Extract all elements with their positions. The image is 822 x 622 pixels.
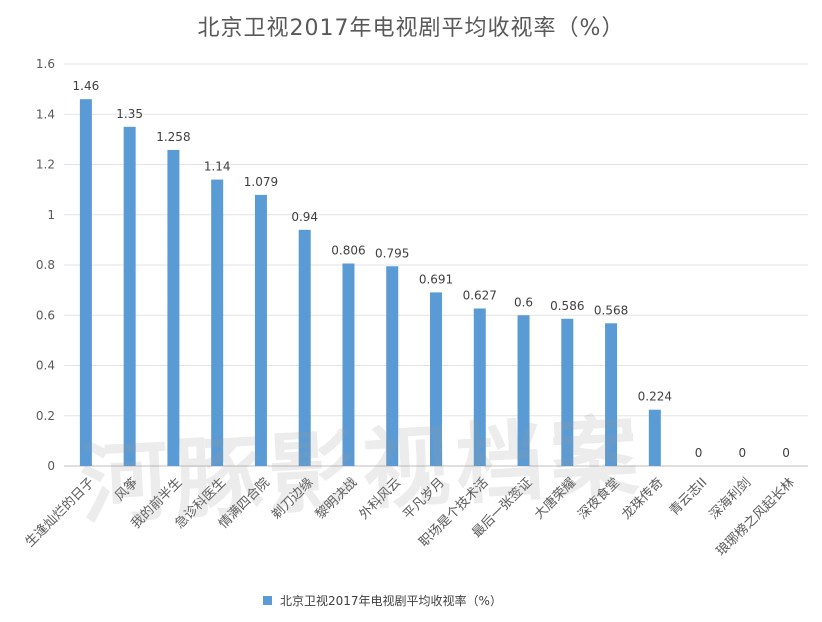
y-tick-label: 0.6 — [36, 308, 55, 322]
data-label: 0.586 — [550, 299, 584, 313]
y-tick-label: 0 — [47, 459, 55, 473]
bar — [342, 263, 355, 466]
bar — [386, 266, 399, 466]
data-label: 0.795 — [375, 246, 409, 260]
y-tick-label: 0.8 — [36, 258, 55, 272]
y-tick-label: 1 — [47, 208, 55, 222]
bar — [167, 149, 180, 467]
x-axis-ticks: 生逢灿烂的日子 风筝我的前半生急诊科医生情满四合院剃刀边缘黎明决战外科风云平凡岁月… — [22, 475, 798, 560]
data-label: 0.6 — [514, 295, 533, 309]
bar — [123, 126, 136, 466]
x-tick-label: 剃刀边缘 — [269, 475, 316, 522]
chart-title: 北京卫视2017年电视剧平均收视率（%） — [197, 16, 625, 41]
x-tick-label: 深夜食堂 — [575, 475, 623, 523]
x-tick-label: 大唐荣耀 — [531, 475, 579, 523]
x-tick-label: 黎明决战 — [313, 475, 360, 522]
bar — [648, 409, 661, 466]
y-tick-label: 1.4 — [36, 107, 55, 121]
data-label: 0.627 — [463, 288, 497, 302]
data-label: 0.568 — [594, 303, 628, 317]
bar — [430, 292, 442, 466]
x-tick-label: 外科风云 — [357, 475, 404, 522]
x-tick-label: 生逢灿烂的日子 — [22, 475, 98, 551]
data-label: 1.35 — [116, 107, 143, 121]
data-label: 1.46 — [73, 79, 100, 93]
data-label: 0.94 — [291, 210, 318, 224]
y-tick-label: 1.2 — [36, 158, 55, 172]
y-axis-ticks: 0 0.2 0.4 0.6 0.8 1 1.2 1.4 1.6 — [36, 57, 55, 473]
x-tick-label: 青云志II — [667, 475, 711, 519]
x-tick-label: 风筝 — [112, 475, 142, 505]
bar — [605, 323, 618, 466]
bar — [211, 179, 224, 466]
data-label: 0.224 — [638, 390, 672, 404]
data-label: 0 — [782, 446, 790, 460]
data-label: 1.079 — [244, 175, 278, 189]
data-label: 0.806 — [331, 243, 365, 257]
bar — [298, 229, 311, 466]
y-tick-label: 0.2 — [36, 409, 55, 423]
bar — [254, 194, 267, 466]
data-labels: 1.46 1.35 1.258 1.14 1.079 0.94 0.806 0.795 0.69… — [73, 79, 790, 460]
data-label: 0.691 — [419, 272, 453, 286]
bar — [561, 318, 574, 466]
bar — [517, 315, 530, 466]
y-tick-label: 1.6 — [36, 57, 55, 71]
x-tick-label: 琅琊榜之风起长林 — [713, 475, 798, 560]
legend: 北京卫视2017年电视剧平均收视率（%） — [263, 591, 502, 609]
data-label: 0 — [695, 446, 703, 460]
legend-swatch — [263, 595, 272, 605]
data-label: 1.14 — [204, 160, 231, 174]
x-tick-label: 龙珠传奇 — [619, 475, 667, 523]
bar — [79, 99, 92, 467]
data-label: 0 — [739, 446, 747, 460]
legend-label: 北京卫视2017年电视剧平均收视率（%） — [280, 593, 502, 608]
bars — [79, 99, 661, 467]
bar — [473, 308, 486, 466]
data-label: 1.258 — [156, 130, 190, 144]
y-tick-label: 0.4 — [36, 359, 55, 373]
